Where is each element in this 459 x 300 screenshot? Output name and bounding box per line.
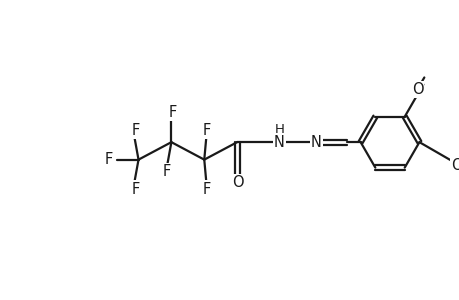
Text: O: O xyxy=(411,82,422,97)
Text: F: F xyxy=(162,164,170,179)
Text: F: F xyxy=(202,182,211,196)
Text: N: N xyxy=(310,135,321,150)
Text: F: F xyxy=(105,152,113,167)
Text: O: O xyxy=(232,175,243,190)
Text: F: F xyxy=(131,182,140,196)
Text: F: F xyxy=(202,123,211,138)
Text: F: F xyxy=(168,105,176,120)
Text: O: O xyxy=(450,158,459,173)
Text: N: N xyxy=(273,135,284,150)
Text: F: F xyxy=(131,123,140,138)
Text: H: H xyxy=(274,123,284,136)
